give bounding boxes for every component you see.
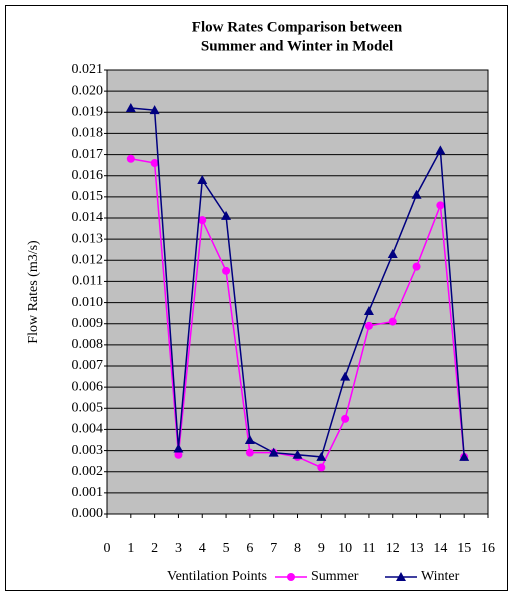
x-tick-label: 3 <box>175 541 182 556</box>
x-tick-label: 0 <box>104 541 111 556</box>
x-tick-label: 11 <box>362 541 375 556</box>
point <box>411 189 422 199</box>
point <box>459 451 470 461</box>
x-tick-label: 1 <box>127 541 134 556</box>
x-tick-label: 15 <box>457 541 471 556</box>
chart-title: Flow Rates Comparison between <box>192 19 403 35</box>
point <box>363 306 374 316</box>
y-axis-label: Flow Rates (m3/s) <box>26 240 41 344</box>
point <box>126 154 135 163</box>
y-tick-label: 0.019 <box>72 105 104 120</box>
x-tick-label: 14 <box>433 541 447 556</box>
y-tick-label: 0.011 <box>72 274 103 289</box>
point <box>292 449 303 459</box>
y-tick-label: 0.003 <box>72 443 104 458</box>
point <box>435 145 446 155</box>
y-tick-label: 0.010 <box>72 295 104 310</box>
point <box>316 451 327 461</box>
legend-marker <box>287 573 295 581</box>
point <box>149 105 160 115</box>
point <box>412 262 421 271</box>
x-axis-label: Ventilation Points <box>167 569 267 584</box>
y-tick-label: 0.015 <box>72 189 104 204</box>
plot-area <box>106 69 489 515</box>
point <box>174 450 183 459</box>
point <box>341 414 350 423</box>
y-tick-label: 0.008 <box>72 337 104 352</box>
x-tick-label: 10 <box>338 541 352 556</box>
y-tick-label: 0.000 <box>72 506 104 521</box>
y-tick-label: 0.007 <box>72 358 104 373</box>
point <box>436 201 445 210</box>
x-tick-label: 4 <box>199 541 206 556</box>
x-tick-label: 8 <box>294 541 301 556</box>
legend-label: Summer <box>311 569 359 584</box>
y-tick-label: 0.001 <box>72 485 104 500</box>
y-tick-label: 0.017 <box>72 147 104 162</box>
y-tick-label: 0.004 <box>72 422 104 437</box>
y-tick-label: 0.018 <box>72 126 104 141</box>
point <box>244 435 255 444</box>
x-tick-label: 12 <box>386 541 400 556</box>
y-tick-label: 0.021 <box>72 62 104 77</box>
x-tick-label: 5 <box>223 541 230 556</box>
point <box>221 210 232 220</box>
point <box>173 443 184 453</box>
y-tick-label: 0.002 <box>72 464 104 479</box>
y-tick-label: 0.016 <box>72 168 104 183</box>
legend-label: Winter <box>421 569 460 584</box>
x-tick-label: 6 <box>246 541 253 556</box>
point <box>222 266 231 275</box>
x-tick-label: 9 <box>318 541 325 556</box>
chart-title: Summer and Winter in Model <box>201 38 393 54</box>
y-tick-label: 0.014 <box>72 210 104 225</box>
y-tick-label: 0.013 <box>72 231 104 246</box>
y-tick-label: 0.006 <box>72 379 104 394</box>
point <box>340 371 351 381</box>
point <box>388 317 397 326</box>
point <box>198 216 207 225</box>
point <box>317 463 326 472</box>
x-tick-label: 13 <box>410 541 424 556</box>
x-tick-label: 7 <box>270 541 277 556</box>
y-tick-label: 0.012 <box>72 253 104 268</box>
point <box>245 448 254 457</box>
y-tick-label: 0.009 <box>72 316 104 331</box>
x-tick-label: 16 <box>481 541 495 556</box>
point <box>150 159 159 168</box>
point <box>197 174 208 184</box>
y-tick-label: 0.005 <box>72 401 104 416</box>
point <box>268 447 279 457</box>
legend-marker <box>396 572 406 581</box>
point <box>364 321 373 330</box>
x-tick-label: 2 <box>151 541 158 556</box>
y-tick-label: 0.020 <box>72 83 104 98</box>
point <box>125 103 136 113</box>
point <box>387 248 398 258</box>
